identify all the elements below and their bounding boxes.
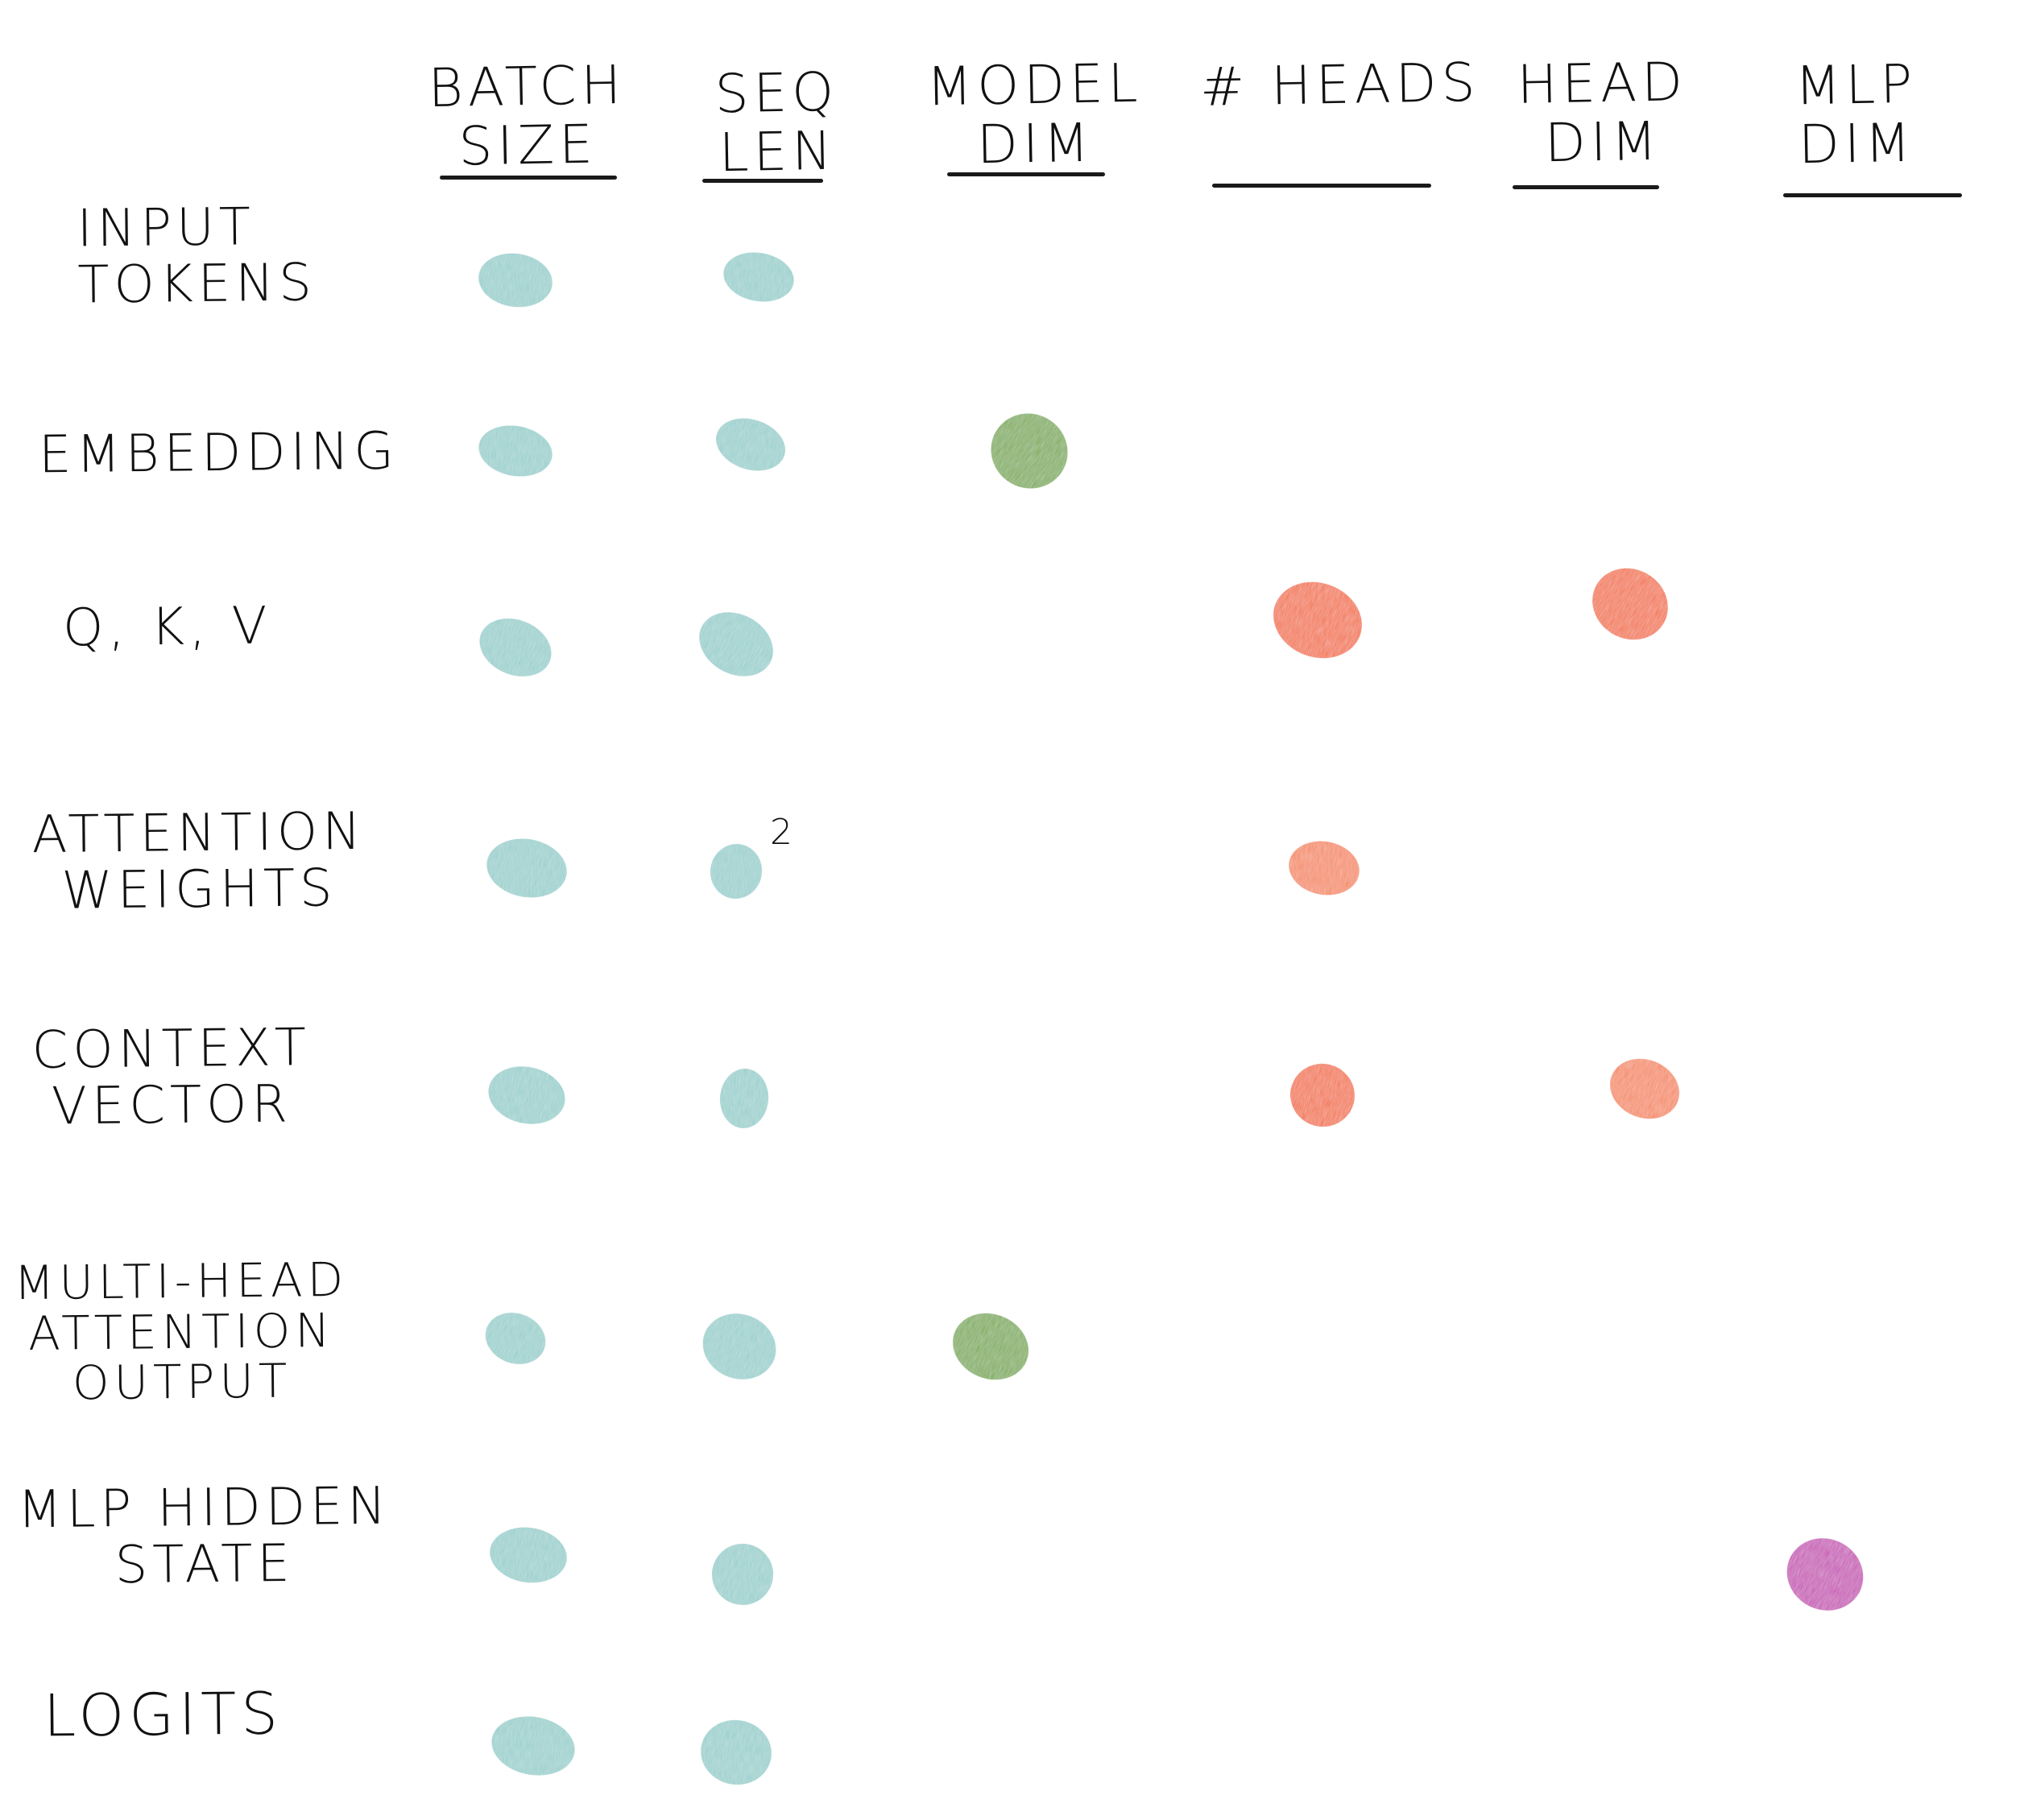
column-underline: [440, 176, 617, 180]
dot-context-vector-headdim: [1610, 1058, 1679, 1119]
dot-fill: [486, 838, 567, 898]
dot-fill: [716, 418, 785, 471]
dot-fill: [1610, 1058, 1679, 1119]
dot-attention-weights-batch: [486, 838, 567, 898]
dot-context-vector-heads: [1290, 1063, 1355, 1127]
column-underline: [1513, 185, 1659, 189]
dot-fill: [710, 844, 763, 899]
dot-fill: [1290, 1063, 1355, 1127]
dot-fill: [719, 1069, 769, 1128]
dot-embedding-model: [991, 413, 1068, 489]
dot-qkv-seq: [699, 612, 773, 676]
dot-context-vector-batch: [488, 1066, 565, 1124]
dot-qkv-heads: [1273, 581, 1362, 659]
dot-fill: [478, 253, 553, 308]
dot-input-tokens-batch: [478, 253, 553, 308]
dot-fill: [991, 413, 1068, 489]
dot-fill: [1786, 1538, 1864, 1611]
dot-multi-head-attention-output-batch: [485, 1313, 546, 1364]
dot-fill: [479, 618, 552, 676]
column-underline: [1212, 184, 1431, 188]
dot-fill: [712, 1544, 773, 1605]
column-underline: [702, 179, 823, 183]
dot-fill: [1273, 581, 1362, 659]
dot-mlp-hidden-state-mlp: [1786, 1538, 1864, 1611]
dot-multi-head-attention-output-seq: [702, 1313, 776, 1379]
dot-fill: [490, 1527, 567, 1583]
dot-input-tokens-seq: [723, 252, 794, 302]
dot-fill: [702, 1313, 776, 1379]
dot-multi-head-attention-output-model: [953, 1313, 1029, 1380]
dots-layer: [478, 252, 1864, 1785]
dot-fill: [478, 425, 553, 477]
dot-logits-batch: [491, 1716, 575, 1776]
dot-fill: [1289, 841, 1360, 896]
column-underline: [1783, 193, 1962, 197]
superscript-squared: 2: [770, 812, 793, 853]
dot-fill: [485, 1313, 546, 1364]
dot-fill: [723, 252, 794, 302]
dot-mlp-hidden-state-batch: [490, 1527, 567, 1583]
dot-mlp-hidden-state-seq: [712, 1544, 773, 1605]
dot-context-vector-seq: [719, 1069, 769, 1128]
dot-attention-weights-heads: [1289, 841, 1360, 896]
dot-embedding-seq: [716, 418, 785, 471]
dot-fill: [1592, 568, 1668, 640]
dot-attention-weights-seq: [710, 844, 763, 899]
dot-qkv-headdim: [1592, 568, 1668, 640]
column-underline: [947, 172, 1105, 176]
dot-embedding-batch: [478, 425, 553, 477]
dot-fill: [701, 1719, 772, 1785]
dot-fill: [953, 1313, 1029, 1380]
dot-fill: [491, 1716, 575, 1776]
dot-qkv-batch: [479, 618, 552, 676]
dot-fill: [488, 1066, 565, 1124]
dot-logits-seq: [701, 1719, 772, 1785]
dot-fill: [699, 612, 773, 676]
